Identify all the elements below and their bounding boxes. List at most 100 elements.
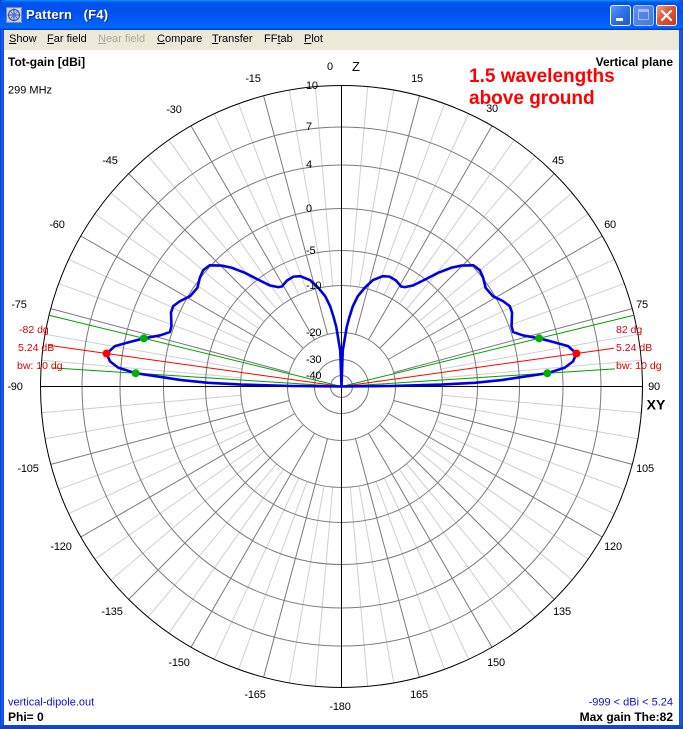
max-angle-label-right: 82 dg	[616, 324, 643, 336]
major-spoke	[190, 433, 315, 648]
minor-spoke	[314, 487, 334, 687]
menu-near-field[interactable]: Near field	[98, 33, 145, 46]
angle-tick-label: 90	[648, 381, 660, 393]
maximize-icon	[638, 9, 649, 20]
minor-spoke	[288, 485, 325, 684]
menu-label-post: ar field	[53, 33, 87, 45]
half-power-marker-dot	[543, 369, 552, 378]
phi-label: Phi= 0	[8, 710, 44, 724]
radial-tick-label: -20	[306, 326, 322, 339]
minor-spoke	[399, 139, 515, 305]
angle-tick-label: 165	[410, 689, 428, 701]
minor-spoke	[41, 394, 241, 414]
title-bar[interactable]: Pattern (F4)	[0, 0, 683, 30]
angle-tick-label: 30	[486, 103, 498, 115]
menu-compare[interactable]: Compare	[157, 33, 202, 46]
angle-tick-label: -60	[49, 219, 65, 231]
menu-mnemonic: F	[47, 33, 54, 45]
minor-spoke	[94, 213, 260, 329]
maximize-button[interactable]	[633, 5, 654, 26]
max-gain-marker-dot	[572, 349, 581, 358]
beamwidth-line-left-lower	[53, 367, 342, 387]
polar-grid	[40, 85, 643, 688]
max-angle-label-left: -82 dg	[19, 324, 49, 336]
radial-tick-label: -5	[306, 244, 316, 257]
pattern-series	[105, 263, 578, 388]
annotation-line-2: above ground	[469, 88, 595, 109]
minor-spoke	[406, 155, 536, 310]
minor-spoke	[213, 113, 300, 296]
minor-spoke	[442, 394, 642, 414]
menu-mnemonic: T	[212, 33, 219, 45]
angle-tick-label: -90	[7, 381, 23, 393]
close-icon	[660, 9, 673, 22]
minor-spoke	[375, 103, 445, 292]
minor-spoke	[383, 477, 470, 660]
angle-tick-label: 0	[327, 61, 333, 73]
radial-tick-label: 10	[306, 79, 318, 92]
minor-spoke	[423, 213, 589, 329]
angle-tick-label: -75	[11, 299, 27, 311]
angle-tick-label: -45	[102, 155, 118, 167]
menu-plot[interactable]: Plot	[304, 33, 323, 46]
beamwidth-line-left-upper	[48, 314, 342, 387]
menu-bar: Show Far field Near field Compare Transf…	[4, 30, 679, 50]
max-gain-line-left	[48, 344, 342, 387]
zenith-axis-label: Z	[352, 59, 360, 74]
height-annotation: 1.5 wavelengths above ground	[469, 66, 615, 110]
gain-pattern-curve	[105, 263, 578, 388]
angle-tick-label: 75	[636, 299, 648, 311]
minor-spoke	[383, 113, 470, 296]
angle-tick-label: -165	[244, 689, 266, 701]
menu-mnemonic: t	[277, 33, 281, 45]
window-title: Pattern (F4)	[26, 7, 109, 22]
marker-dots	[102, 334, 581, 378]
minor-spoke	[440, 403, 639, 440]
minor-spoke	[423, 444, 589, 560]
frequency-label: 299 MHz	[8, 84, 53, 96]
menu-fftab[interactable]: FFtab	[264, 33, 293, 46]
max-gain-label-right: 5.24 dB	[616, 341, 653, 354]
radial-tick-label: 7	[306, 121, 312, 133]
minor-spoke	[418, 192, 573, 322]
minor-spoke	[406, 463, 536, 618]
angle-tick-label: 120	[604, 541, 622, 553]
window-bottom-border	[0, 725, 683, 729]
menu-far-field[interactable]: Far field	[47, 33, 87, 46]
minor-spoke	[358, 89, 395, 288]
beamwidth-label-left: bw: 10 dg	[17, 360, 63, 372]
plot-area[interactable]: Tot-gain [dBi] 299 MHz Vertical plane 1.…	[4, 50, 679, 725]
minor-spoke	[147, 463, 277, 618]
minimize-button[interactable]	[610, 5, 631, 26]
menu-label-post: ompare	[164, 33, 203, 45]
minor-spoke	[349, 487, 369, 687]
minor-spoke	[440, 333, 639, 370]
menu-transfer[interactable]: Transfer	[212, 33, 253, 46]
radial-tick-label: -30	[306, 353, 322, 366]
menu-label-post: how	[16, 33, 37, 45]
half-power-marker-dot	[139, 334, 148, 343]
minor-spoke	[168, 468, 284, 634]
minor-spoke	[58, 283, 247, 353]
menu-mnemonic: P	[304, 33, 312, 45]
horizon-axis-label: XY	[646, 396, 666, 413]
radial-tick-label: 0	[306, 202, 312, 215]
pattern-app-icon[interactable]	[6, 7, 22, 23]
minor-spoke	[110, 192, 265, 322]
max-gain-marker-dot	[102, 349, 111, 358]
minor-spoke	[238, 103, 308, 292]
menu-mnemonic: S	[9, 33, 17, 45]
close-button[interactable]	[656, 5, 677, 26]
minor-spoke	[399, 468, 515, 634]
half-power-marker-dot	[131, 369, 140, 378]
minor-spoke	[436, 420, 625, 490]
menu-label-post: ab	[280, 33, 293, 45]
menu-mnemonic: C	[157, 33, 165, 45]
angle-tick-label: 135	[553, 606, 571, 618]
minor-spoke	[288, 89, 325, 288]
menu-label-post: ear field	[105, 33, 146, 45]
minor-spoke	[375, 481, 445, 670]
menu-show[interactable]: Show	[9, 33, 37, 46]
menu-label-pre: FF	[264, 33, 278, 45]
minor-spoke	[238, 481, 308, 670]
